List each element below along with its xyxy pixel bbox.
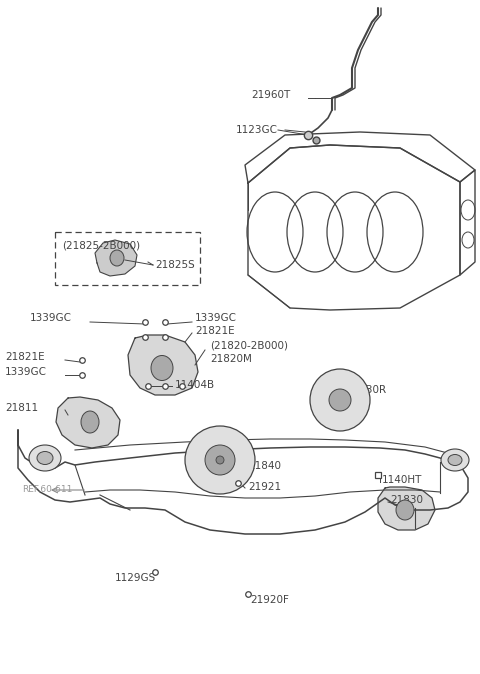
Text: 21830: 21830 [390, 495, 423, 505]
Ellipse shape [81, 411, 99, 433]
Ellipse shape [185, 426, 255, 494]
Text: 21960T: 21960T [251, 90, 290, 100]
Ellipse shape [329, 389, 351, 411]
Text: 21821E: 21821E [195, 326, 235, 336]
Ellipse shape [29, 445, 61, 471]
Ellipse shape [205, 445, 235, 475]
Text: 21820M: 21820M [210, 354, 252, 364]
Ellipse shape [216, 456, 224, 464]
Ellipse shape [37, 452, 53, 464]
Polygon shape [128, 335, 198, 395]
Text: 1339GC: 1339GC [30, 313, 72, 323]
Ellipse shape [448, 454, 462, 466]
Text: (21820-2B000): (21820-2B000) [210, 341, 288, 351]
Text: REF.60-611: REF.60-611 [22, 485, 72, 495]
Ellipse shape [310, 369, 370, 431]
Bar [55, 232, 200, 285]
Text: 21840: 21840 [248, 461, 281, 471]
Text: 21921: 21921 [248, 482, 281, 492]
Ellipse shape [441, 449, 469, 471]
Polygon shape [95, 240, 137, 276]
Text: (21825-2B000): (21825-2B000) [62, 240, 140, 250]
Ellipse shape [110, 250, 124, 266]
Text: 1123GC: 1123GC [236, 125, 278, 135]
Text: 1339GC: 1339GC [5, 367, 47, 377]
Text: 11404B: 11404B [175, 380, 215, 390]
Polygon shape [378, 487, 435, 530]
Text: 1339GC: 1339GC [195, 313, 237, 323]
Ellipse shape [151, 355, 173, 381]
Text: 1129GS: 1129GS [115, 573, 156, 583]
Ellipse shape [396, 500, 414, 520]
Text: 1140HT: 1140HT [382, 475, 422, 485]
Text: 21811: 21811 [5, 403, 38, 413]
Text: 21821E: 21821E [5, 352, 45, 362]
Text: 21825S: 21825S [155, 260, 195, 270]
Polygon shape [56, 397, 120, 448]
Text: 21920F: 21920F [250, 595, 289, 605]
Text: 21930R: 21930R [346, 385, 386, 395]
